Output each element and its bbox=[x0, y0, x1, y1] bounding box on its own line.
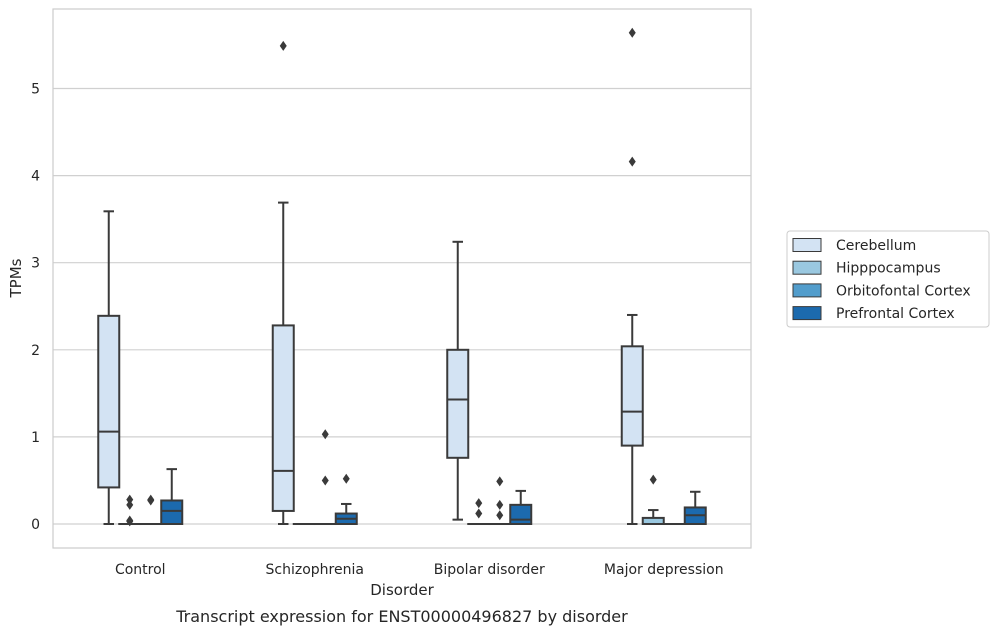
outlier-point bbox=[628, 27, 636, 38]
x-tick-label: Schizophrenia bbox=[266, 562, 364, 578]
outlier-point bbox=[321, 475, 329, 486]
box-body bbox=[620, 345, 644, 447]
legend-swatch bbox=[792, 238, 822, 252]
box-body bbox=[509, 503, 533, 526]
outlier-point bbox=[126, 515, 134, 526]
x-tick-label: Control bbox=[115, 562, 166, 578]
x-tick-label: Bipolar disorder bbox=[434, 562, 545, 578]
outlier-point bbox=[475, 508, 483, 519]
box-body bbox=[97, 314, 121, 489]
outlier-point bbox=[147, 494, 155, 505]
outlier-point bbox=[126, 494, 134, 505]
legend-label: Hipppocampus bbox=[836, 261, 941, 277]
legend-swatch bbox=[792, 283, 822, 298]
x-axis-ticks: Control Schizophrenia Bipolar disorder Majo… bbox=[115, 562, 724, 578]
y-tick-label: 3 bbox=[31, 256, 40, 272]
box-body bbox=[271, 324, 295, 512]
chart-caption: Transcript expression for ENST0000049682… bbox=[175, 607, 628, 626]
outlier-point bbox=[496, 476, 504, 487]
outlier-point bbox=[628, 156, 636, 167]
y-tick-label: 0 bbox=[31, 517, 40, 533]
y-tick-label: 1 bbox=[31, 430, 40, 446]
legend-swatch bbox=[792, 260, 822, 275]
box-prefrontal-cortex-bipolar-disorder bbox=[509, 489, 533, 526]
box-prefrontal-cortex-control bbox=[160, 468, 184, 526]
y-tick-label: 5 bbox=[31, 82, 40, 98]
outlier-point bbox=[496, 510, 504, 521]
y-tick-label: 2 bbox=[31, 343, 40, 359]
outlier-point bbox=[279, 40, 287, 51]
outlier-point bbox=[342, 473, 350, 484]
plot-area-border bbox=[52, 8, 752, 549]
box-prefrontal-cortex-schizophrenia bbox=[334, 473, 358, 525]
x-tick-label: Major depression bbox=[604, 562, 724, 578]
legend-label: Prefrontal Cortex bbox=[836, 306, 955, 322]
box-cerebellum-schizophrenia bbox=[271, 40, 295, 525]
y-axis-ticks: 0 1 2 3 4 5 bbox=[31, 82, 40, 534]
y-axis-title: TPMs bbox=[7, 258, 25, 298]
box-hipppocampus-major-depression bbox=[641, 474, 665, 526]
box-prefrontal-cortex-major-depression bbox=[683, 490, 707, 525]
legend-frame bbox=[786, 230, 990, 328]
box-orbitofontal-cortex-schizophrenia bbox=[313, 429, 337, 526]
legend-label: Orbitofontal Cortex bbox=[836, 283, 971, 299]
boxes bbox=[97, 27, 707, 527]
legend-label: Cerebellum bbox=[836, 238, 916, 254]
outlier-point bbox=[321, 429, 329, 440]
outlier-point bbox=[496, 499, 504, 510]
box-body bbox=[446, 348, 470, 459]
outlier-point bbox=[475, 498, 483, 509]
outlier-point bbox=[649, 474, 657, 485]
y-tick-label: 4 bbox=[31, 169, 40, 185]
box-orbitofontal-cortex-bipolar-disorder bbox=[488, 476, 512, 526]
box-cerebellum-control bbox=[97, 210, 121, 525]
legend-swatch bbox=[792, 306, 822, 321]
outlier-point bbox=[126, 499, 134, 510]
box-cerebellum-major-depression bbox=[620, 27, 644, 525]
legend: Cerebellum Hipppocampus Orbitofontal Corte… bbox=[786, 230, 990, 328]
x-axis-title: Disorder bbox=[370, 581, 434, 599]
box-cerebellum-bipolar-disorder bbox=[446, 240, 470, 521]
box-body bbox=[160, 499, 184, 526]
